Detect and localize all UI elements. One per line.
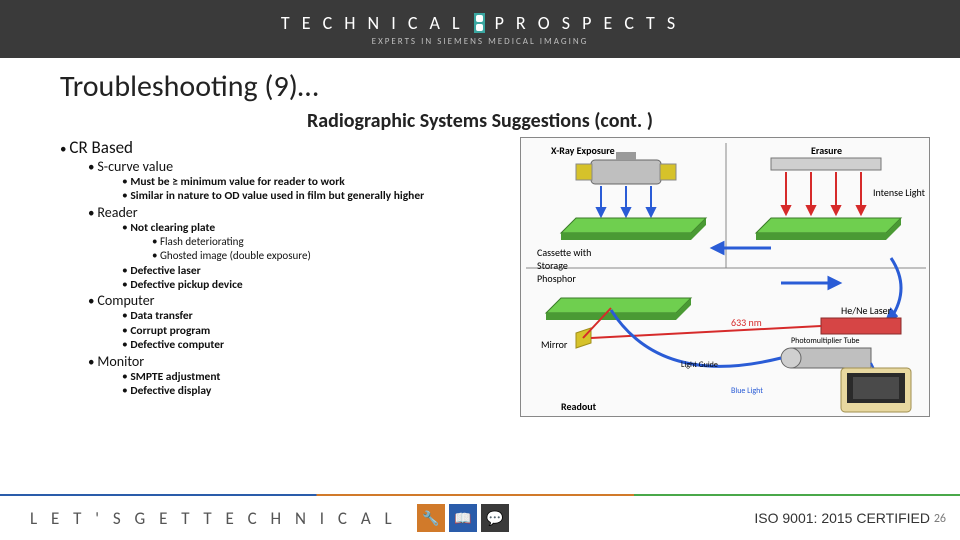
training-icon: 📖: [449, 504, 477, 532]
footer-badges: 🔧 📖 💬: [417, 504, 509, 532]
bullet-scurve-2: Similar in nature to OD value used in fi…: [122, 189, 504, 203]
brand-accent-icon: [474, 13, 485, 33]
wrench-icon: 🔧: [417, 504, 445, 532]
brand-left: T E C H N I C A L: [281, 12, 464, 34]
cr-diagram: X-Ray Exposure Erasure Intense Light Cas…: [520, 137, 930, 417]
support-icon: 💬: [481, 504, 509, 532]
iso-cert: ISO 9001: 2015 CERTIFIED: [754, 510, 930, 526]
bullet-computer: Computer: [97, 292, 154, 309]
bullet-scurve: S-curve value: [97, 158, 173, 175]
label-intense: Intense Light: [873, 186, 925, 199]
brand-right: P R O S P E C T S: [495, 12, 680, 34]
footer-tagline: L E T ' S G E T T E C H N I C A L: [30, 508, 397, 529]
bullet-monitor-1: SMPTE adjustment: [122, 370, 504, 384]
label-cassette: Cassette with Storage Phosphor: [537, 246, 607, 285]
label-wavelength: 633 nm: [731, 316, 762, 329]
bullet-scurve-1: Must be ≥ minimum value for reader to wo…: [122, 175, 504, 189]
label-hene: He/Ne Laser: [841, 304, 891, 317]
bullet-monitor: Monitor: [97, 353, 144, 370]
page-subtitle: Radiographic Systems Suggestions (cont. …: [0, 109, 960, 133]
page-number: 26: [934, 512, 946, 526]
content-area: CR Based S-curve value Must be ≥ minimum…: [0, 133, 960, 417]
label-bluelight: Blue Light: [731, 386, 763, 396]
label-erasure: Erasure: [811, 144, 842, 157]
bullet-reader-1: Not clearing plate Flash deteriorating G…: [122, 221, 504, 264]
footer-bar: L E T ' S G E T T E C H N I C A L 🔧 📖 💬 …: [0, 494, 960, 540]
label-mirror: Mirror: [541, 338, 567, 351]
bullet-computer-1: Data transfer: [122, 309, 504, 323]
bullet-reader-1b: Ghosted image (double exposure): [152, 249, 504, 263]
bullet-reader-2: Defective laser: [122, 264, 504, 278]
brand: T E C H N I C A L P R O S P E C T S: [281, 12, 679, 34]
label-xray: X-Ray Exposure: [551, 144, 615, 157]
bullet-monitor-2: Defective display: [122, 384, 504, 398]
bullet-reader-3: Defective pickup device: [122, 278, 504, 292]
bullet-computer-3: Defective computer: [122, 338, 504, 352]
bullet-computer-2: Corrupt program: [122, 324, 504, 338]
bullet-reader-1a: Flash deteriorating: [152, 235, 504, 249]
bullet-column: CR Based S-curve value Must be ≥ minimum…: [60, 137, 504, 417]
label-readout: Readout: [561, 400, 596, 413]
bullet-crbased: CR Based: [69, 137, 133, 158]
header-bar: T E C H N I C A L P R O S P E C T S EXPE…: [0, 0, 960, 58]
brand-tagline: EXPERTS IN SIEMENS MEDICAL IMAGING: [372, 36, 589, 47]
page-title: Troubleshooting (9)…: [0, 58, 960, 105]
label-lightguide: Light Guide: [681, 360, 721, 370]
label-pmt: Photomultiplier Tube: [791, 336, 871, 346]
bullet-reader: Reader: [97, 204, 137, 221]
